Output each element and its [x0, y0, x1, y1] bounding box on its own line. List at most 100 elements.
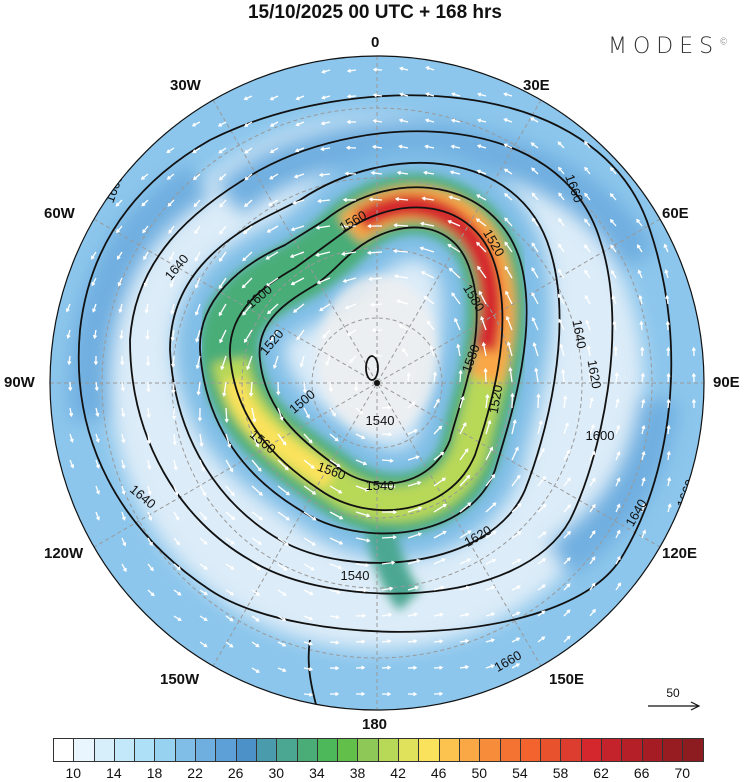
colorbar-swatch	[541, 739, 562, 761]
wind-arrow-icon	[319, 303, 331, 312]
wind-arrow-icon	[95, 485, 100, 495]
wind-arrow-icon	[94, 381, 99, 392]
wind-arrow-icon	[531, 291, 539, 305]
wind-arrow-icon	[398, 118, 409, 123]
wind-arrow-icon	[536, 393, 541, 409]
wind-arrow-icon	[355, 537, 371, 543]
wind-arrow-icon	[615, 582, 622, 591]
wind-arrow-icon	[398, 92, 409, 97]
wind-arrow-icon	[503, 143, 513, 149]
wind-arrow-icon	[503, 168, 513, 175]
wind-arrow-icon	[636, 218, 643, 227]
wind-arrow-icon	[611, 269, 617, 279]
wind-arrow-icon	[329, 589, 341, 595]
wind-arrow-icon	[559, 343, 565, 357]
wind-vectors	[65, 66, 696, 697]
wind-arrow-icon	[269, 173, 279, 180]
wind-arrow-icon	[277, 615, 287, 622]
wind-arrow-icon	[396, 299, 409, 305]
colorbar-tick-label: 10	[65, 765, 82, 781]
colorbar-tick-label: 34	[309, 765, 325, 781]
wind-arrow-icon	[557, 268, 565, 279]
wind-arrow-icon	[219, 225, 227, 235]
wind-arrow-icon	[143, 251, 149, 261]
wind-arrow-icon	[329, 666, 340, 671]
wind-arrow-icon	[69, 433, 74, 443]
wind-arrow-icon	[144, 303, 149, 314]
wind-arrow-icon	[381, 560, 396, 565]
wind-arrow-icon	[640, 346, 645, 357]
wind-arrow-icon	[589, 450, 596, 461]
wind-arrow-icon	[303, 692, 314, 697]
wind-arrow-icon	[537, 531, 547, 539]
wind-arrow-icon	[433, 477, 447, 487]
wind-arrow-icon	[589, 608, 596, 617]
wind-arrow-icon	[459, 665, 470, 670]
wind-arrow-icon	[277, 589, 287, 596]
wind-arrow-icon	[407, 506, 423, 513]
wind-arrow-icon	[558, 166, 565, 175]
wind-arrow-icon	[612, 320, 617, 331]
colorbar-swatch	[358, 739, 379, 761]
wind-arrow-icon	[121, 563, 127, 573]
wind-arrow-icon	[277, 433, 287, 446]
wind-arrow-icon	[419, 221, 435, 227]
pole-marker	[374, 380, 380, 386]
colorbar-swatch	[256, 739, 278, 761]
wind-arrow-icon	[118, 303, 123, 314]
wind-arrow-icon	[641, 424, 646, 435]
wind-arrow-icon	[480, 316, 487, 331]
wind-arrow-icon	[393, 223, 409, 228]
wind-arrow-icon	[265, 277, 279, 287]
wind-arrow-icon	[511, 503, 522, 513]
wind-arrow-icon	[504, 217, 513, 227]
wind-arrow-icon	[531, 192, 539, 201]
wind-arrow-icon	[381, 509, 398, 515]
wind-arrow-icon	[531, 167, 539, 175]
wind-arrow-icon	[167, 199, 175, 207]
wind-arrow-icon	[225, 589, 235, 596]
wind-arrow-icon	[636, 244, 643, 253]
wind-arrow-icon	[69, 459, 75, 469]
wind-arrow-icon	[303, 485, 317, 495]
wind-arrow-icon	[115, 199, 123, 207]
wind-arrow-icon	[303, 511, 317, 521]
wind-arrow-icon	[537, 636, 546, 643]
wind-arrow-icon	[173, 485, 179, 496]
wind-arrow-icon	[584, 192, 591, 201]
wind-arrow-icon	[68, 381, 73, 392]
wind-arrow-icon	[407, 558, 421, 565]
wind-arrow-icon	[272, 355, 279, 370]
wind-arrow-icon	[193, 199, 201, 208]
wind-arrow-icon	[218, 173, 227, 181]
wind-arrow-icon	[225, 433, 232, 449]
wind-arrow-icon	[451, 92, 461, 97]
wind-arrow-icon	[225, 511, 236, 521]
wind-arrow-icon	[665, 320, 670, 331]
wind-arrow-icon	[329, 511, 344, 520]
wind-arrow-icon	[355, 665, 366, 670]
wind-arrow-icon	[303, 641, 314, 646]
wind-arrow-icon	[171, 381, 176, 394]
wind-arrow-icon	[345, 145, 357, 150]
wind-arrow-icon	[321, 95, 331, 100]
colorbar-swatch	[338, 739, 359, 761]
contour-label: 1620	[585, 359, 605, 390]
wind-arrow-icon	[95, 433, 100, 443]
wind-arrow-icon	[296, 329, 305, 341]
wind-arrow-icon	[459, 422, 467, 435]
wind-arrow-icon	[371, 144, 383, 149]
wind-arrow-icon	[329, 640, 340, 645]
wind-arrow-icon	[508, 366, 513, 383]
wind-arrow-icon	[303, 407, 310, 419]
wind-arrow-icon	[316, 277, 331, 285]
wind-arrow-icon	[615, 529, 621, 539]
wind-arrow-icon	[344, 303, 357, 310]
wind-arrow-icon	[372, 93, 383, 98]
wind-arrow-icon	[368, 276, 383, 282]
colorbar-swatch	[399, 739, 420, 761]
wind-arrow-icon	[615, 451, 621, 461]
wind-arrow-icon	[251, 433, 260, 448]
wind-arrow-icon	[218, 277, 227, 290]
wind-arrow-icon	[477, 92, 487, 97]
